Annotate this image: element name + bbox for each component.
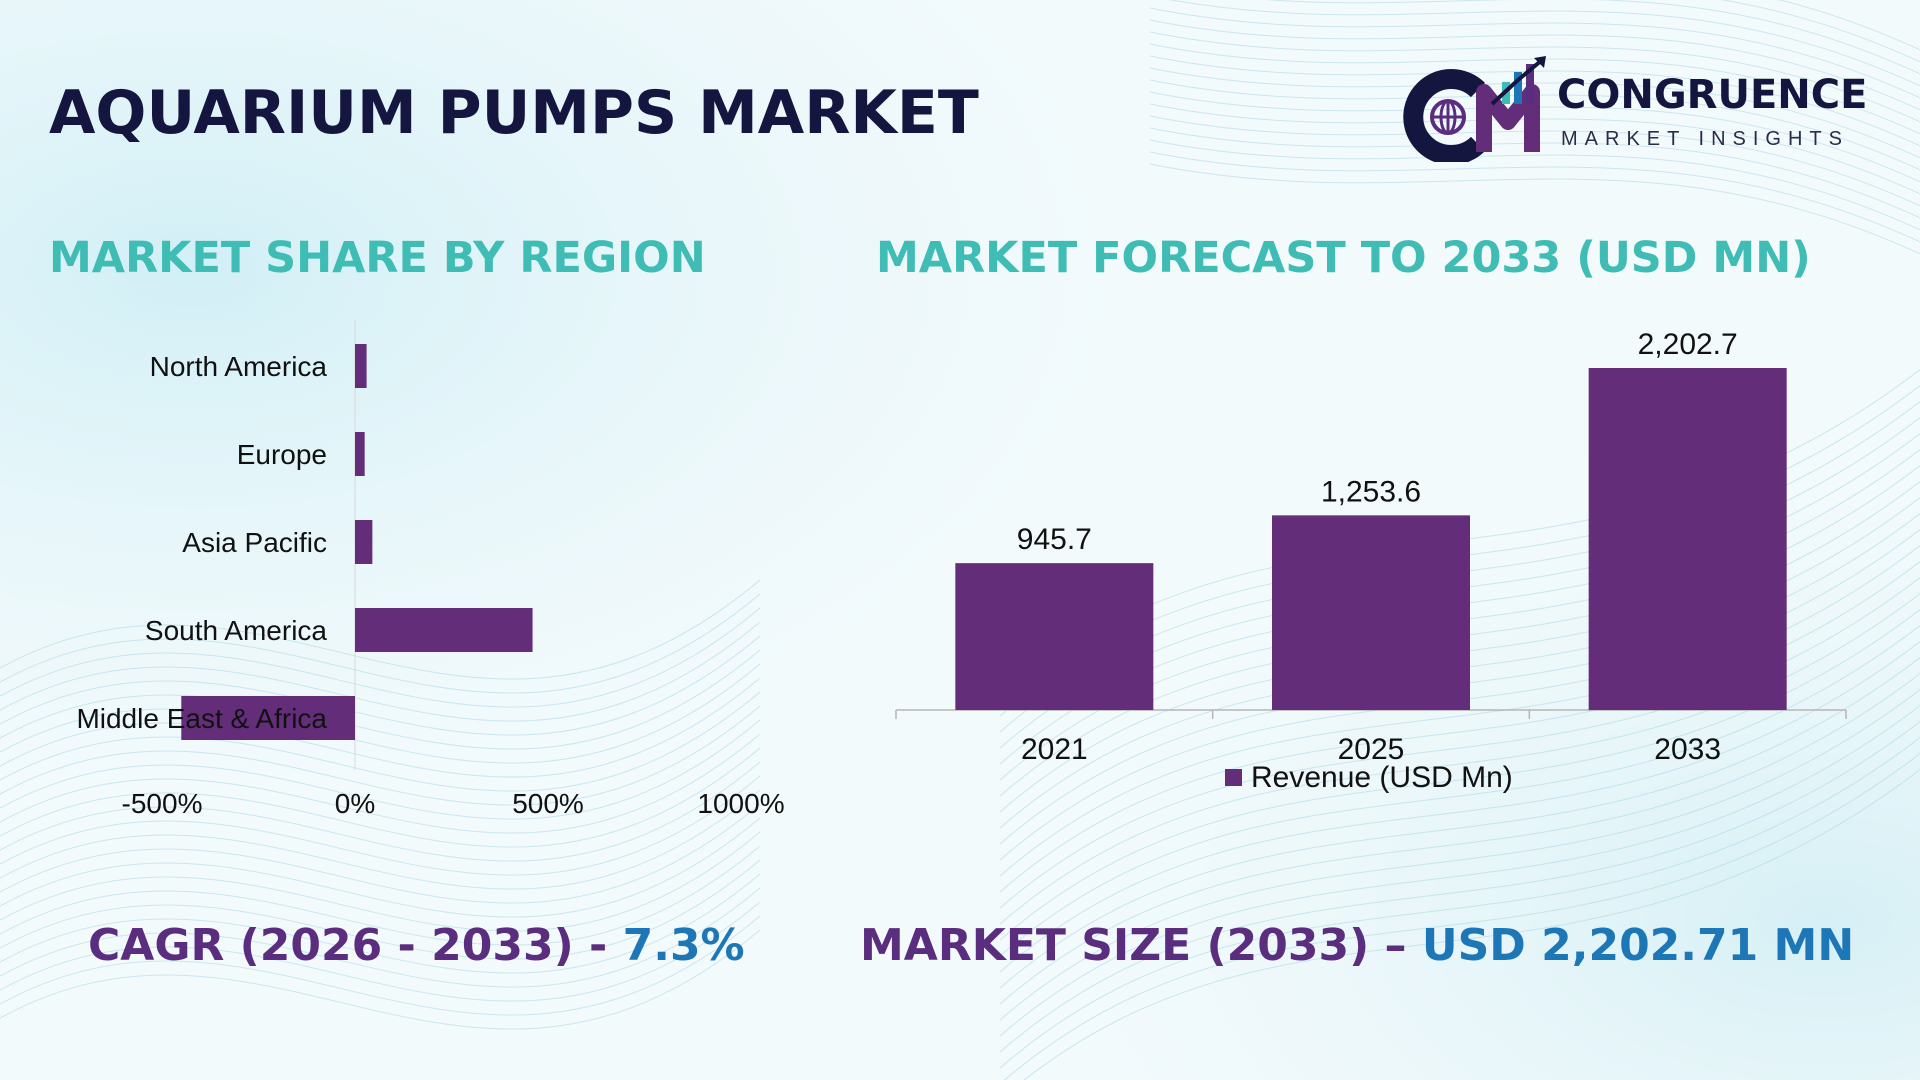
wave-line	[1265, 0, 1920, 75]
wave-line	[1149, 115, 1920, 207]
forecast-legend-label: Revenue (USD Mn)	[1251, 761, 1513, 794]
region-bar	[181, 696, 355, 740]
wave-line	[0, 817, 761, 918]
forecast-legend-swatch	[1225, 769, 1242, 786]
wave-line	[0, 845, 761, 946]
market-size-value: USD 2,202.71 MN	[1421, 920, 1855, 971]
wave-line	[999, 672, 1920, 1005]
wave-line	[999, 560, 1920, 893]
wave-line	[999, 688, 1920, 1021]
wave-line	[999, 576, 1920, 909]
region-category-label: Europe	[237, 439, 327, 470]
wave-line	[1149, 31, 1920, 123]
wave-line	[1149, 139, 1920, 231]
wave-line	[0, 607, 761, 708]
forecast-x-tick-label: 2025	[1338, 733, 1405, 766]
wave-line	[1149, 151, 1920, 243]
region-bar	[355, 608, 533, 652]
wave-line	[0, 593, 761, 694]
wave-line	[1149, 103, 1920, 195]
region-x-tick-label: 0%	[335, 788, 375, 819]
wave-line	[0, 761, 761, 862]
wave-line	[0, 747, 761, 848]
wave-line	[0, 677, 761, 778]
region-category-label: North America	[150, 351, 328, 382]
brand-name: CONGRUENCE	[1557, 72, 1868, 118]
wave-line	[1149, 127, 1920, 219]
forecast-data-label: 1,253.6	[1321, 475, 1421, 508]
wave-line	[0, 859, 761, 960]
region-share-chart: North America Europe Asia Pacific South Ame…	[76, 320, 785, 819]
region-x-tick-label: -500%	[122, 788, 203, 819]
wave-line	[0, 915, 761, 1016]
wave-line	[1149, 91, 1920, 183]
wave-line	[1149, 7, 1920, 99]
wave-line	[1149, 163, 1920, 255]
wave-line	[0, 775, 761, 876]
brand-logo: CONGRUENCE MARKET INSIGHTS	[1400, 52, 1880, 162]
wave-line	[0, 803, 761, 904]
region-bar	[355, 344, 367, 388]
wave-line	[0, 719, 761, 820]
cagr-stat: CAGR (2026 - 2033) - 7.3%	[88, 920, 745, 971]
forecast-bar	[1588, 368, 1787, 710]
wave-line	[1149, 79, 1920, 171]
wave-line	[999, 624, 1920, 957]
forecast-x-tick-label: 2021	[1021, 733, 1088, 766]
forecast-bar	[1272, 515, 1470, 710]
wave-line	[1004, 752, 1920, 1080]
logo-mark-icon	[1403, 56, 1546, 162]
wave-line	[0, 705, 761, 806]
forecast-data-label: 2,202.7	[1638, 328, 1738, 361]
wave-line	[999, 656, 1920, 989]
forecast-chart-title: MARKET FORECAST TO 2033 (USD MN)	[876, 233, 1811, 283]
wave-line	[1149, 67, 1920, 159]
market-size-label: MARKET SIZE (2033) –	[860, 920, 1422, 971]
forecast-x-tick-label: 2033	[1654, 733, 1721, 766]
market-forecast-chart: 945.7 2021 1,253.6 2025 2,202.7 2033 Revenue (…	[895, 328, 1847, 794]
region-bar	[355, 520, 373, 564]
wave-line	[0, 691, 761, 792]
wave-line	[999, 544, 1920, 877]
wave-line	[0, 887, 761, 988]
market-size-stat: MARKET SIZE (2033) – USD 2,202.71 MN	[860, 920, 1854, 971]
wave-line	[1149, 19, 1920, 111]
brand-tagline: MARKET INSIGHTS	[1561, 128, 1849, 150]
wave-line	[0, 579, 761, 680]
region-chart-title: MARKET SHARE BY REGION	[49, 233, 706, 283]
region-x-tick-label: 1000%	[697, 788, 784, 819]
page-title: AQUARIUM PUMPS MARKET	[49, 78, 979, 148]
region-category-label: South America	[145, 615, 328, 646]
cagr-value: 7.3%	[622, 920, 745, 971]
wave-line	[1777, 0, 1920, 51]
region-x-tick-label: 500%	[512, 788, 584, 819]
cagr-label: CAGR (2026 - 2033) -	[88, 920, 623, 971]
region-category-label: Middle East & Africa	[76, 703, 327, 734]
wave-line	[1169, 0, 1920, 87]
wave-line	[1023, 768, 1920, 1080]
wave-line	[999, 704, 1920, 1037]
wave-line	[0, 789, 761, 890]
wave-line	[0, 733, 761, 834]
wave-line	[999, 608, 1920, 941]
region-bar	[355, 432, 365, 476]
wave-line	[999, 720, 1920, 1053]
wave-line	[999, 736, 1920, 1069]
wave-line	[1720, 0, 1920, 63]
wave-line	[1149, 55, 1920, 147]
wave-line	[0, 873, 761, 974]
wave-line	[0, 901, 761, 1002]
wave-line	[0, 929, 761, 1030]
wave-line	[1149, 43, 1920, 135]
region-category-label: Asia Pacific	[182, 527, 327, 558]
forecast-bar	[955, 563, 1154, 710]
wave-line	[0, 831, 761, 932]
wave-line	[999, 592, 1920, 925]
forecast-data-label: 945.7	[1017, 523, 1092, 556]
